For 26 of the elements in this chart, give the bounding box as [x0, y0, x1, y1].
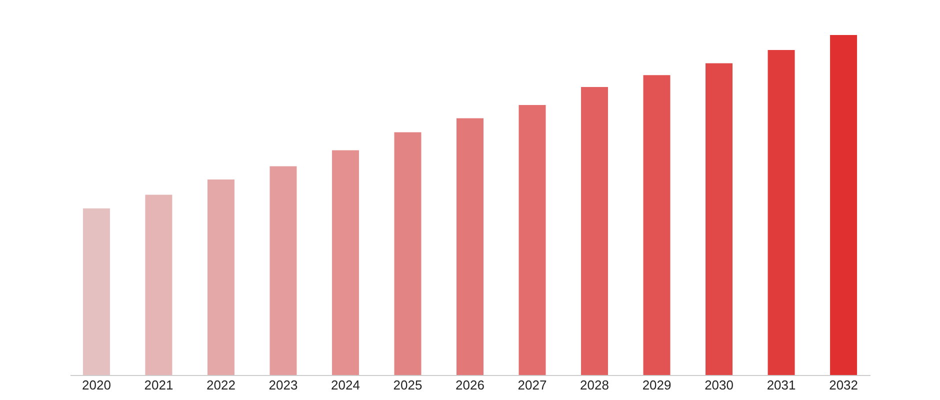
x-tick-label: 2020 — [82, 378, 111, 392]
x-tick-label: 2031 — [766, 378, 796, 392]
x-tick-label: 2026 — [456, 378, 484, 392]
bar — [207, 180, 234, 375]
bar — [643, 75, 670, 375]
bar — [768, 50, 795, 375]
bar — [581, 87, 608, 375]
x-tick-label: 2027 — [518, 378, 547, 392]
x-tick-label: 2028 — [580, 378, 609, 392]
x-tick-label: 2023 — [268, 378, 298, 392]
bar — [394, 132, 422, 375]
x-tick-label: 2030 — [704, 378, 734, 392]
bar — [456, 118, 484, 375]
bar — [145, 194, 172, 375]
x-tick-label: 2022 — [206, 378, 236, 392]
x-tick-label: 2025 — [393, 378, 422, 392]
bar — [518, 105, 546, 375]
x-tick-label: 2029 — [642, 378, 672, 392]
bar — [332, 150, 359, 375]
x-tick-label: 2024 — [331, 378, 360, 392]
x-tick-label: 2021 — [144, 378, 174, 392]
bar — [82, 208, 110, 375]
x-tick-label: 2032 — [829, 378, 858, 392]
bar — [706, 63, 733, 375]
bar — [270, 166, 297, 375]
bar — [830, 35, 858, 375]
